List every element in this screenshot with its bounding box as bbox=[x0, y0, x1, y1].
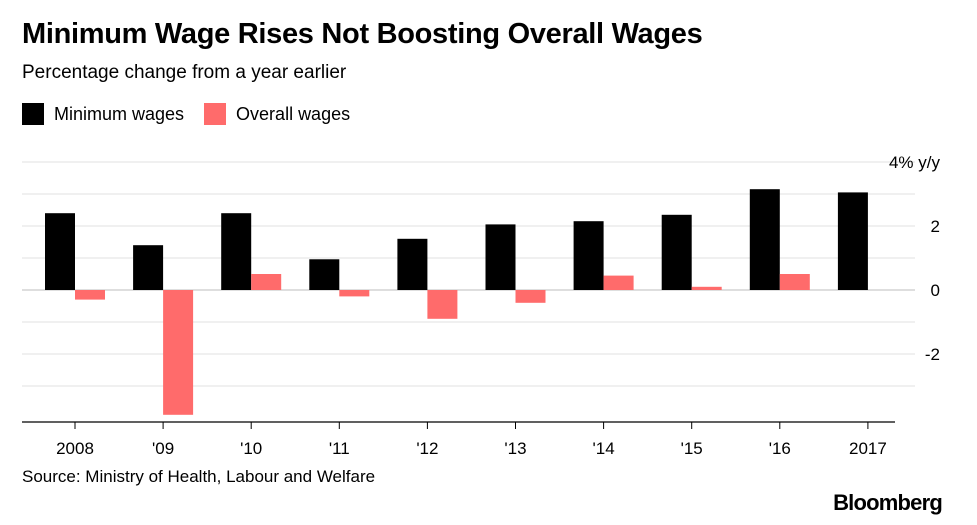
legend: Minimum wages Overall wages bbox=[22, 103, 370, 125]
legend-swatch-minimum-wages bbox=[22, 103, 44, 125]
bar-overall-wages-1 bbox=[163, 290, 194, 415]
bar-minimum-wages-0 bbox=[45, 213, 75, 290]
chart-title: Minimum Wage Rises Not Boosting Overall … bbox=[22, 18, 703, 50]
bar-overall-wages-0 bbox=[75, 290, 105, 300]
x-tick-label-0: 2008 bbox=[56, 439, 94, 458]
source-note: Source: Ministry of Health, Labour and W… bbox=[22, 467, 376, 486]
x-tick-label-5: '13 bbox=[504, 439, 526, 458]
x-tick-label-3: '11 bbox=[329, 439, 350, 458]
bloomberg-logo: Bloomberg bbox=[833, 490, 943, 515]
bar-minimum-wages-7 bbox=[661, 214, 692, 290]
legend-item-minimum-wages: Minimum wages bbox=[22, 103, 184, 125]
bar-minimum-wages-1 bbox=[133, 245, 164, 290]
bar-overall-wages-8 bbox=[779, 274, 810, 290]
bar-overall-wages-6 bbox=[603, 275, 634, 290]
legend-label-overall-wages: Overall wages bbox=[236, 103, 351, 124]
bar-minimum-wages-3 bbox=[309, 259, 340, 290]
y-tick-label-0: 4% y/y bbox=[889, 153, 941, 172]
legend-item-overall-wages: Overall wages bbox=[204, 103, 350, 125]
y-tick-label-1: 2 bbox=[931, 217, 940, 236]
x-tick-label-9: 2017 bbox=[849, 439, 887, 458]
x-tick-label-2: '10 bbox=[240, 439, 262, 458]
x-tick-label-4: '12 bbox=[416, 439, 438, 458]
bar-overall-wages-7 bbox=[691, 286, 722, 290]
bar-overall-wages-2 bbox=[251, 274, 282, 290]
y-tick-label-2: 0 bbox=[931, 281, 940, 300]
bar-minimum-wages-8 bbox=[749, 189, 780, 290]
bar-minimum-wages-5 bbox=[485, 224, 516, 290]
bar-minimum-wages-6 bbox=[573, 221, 604, 290]
bar-overall-wages-5 bbox=[515, 290, 546, 303]
bar-minimum-wages-4 bbox=[397, 238, 428, 290]
bar-overall-wages-3 bbox=[339, 290, 370, 297]
x-tick-label-6: '14 bbox=[593, 439, 615, 458]
x-tick-label-8: '16 bbox=[769, 439, 791, 458]
legend-swatch-overall-wages bbox=[204, 103, 227, 125]
bar-minimum-wages-2 bbox=[221, 213, 252, 290]
chart-subtitle: Percentage change from a year earlier bbox=[22, 62, 347, 83]
bar-minimum-wages-9 bbox=[837, 192, 868, 290]
legend-label-minimum-wages: Minimum wages bbox=[54, 103, 185, 124]
bar-overall-wages-4 bbox=[427, 290, 458, 319]
x-tick-label-7: '15 bbox=[681, 439, 703, 458]
x-tick-label-1: '09 bbox=[152, 439, 174, 458]
y-tick-label-3: -2 bbox=[925, 345, 940, 364]
